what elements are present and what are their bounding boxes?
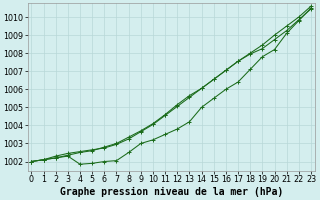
- X-axis label: Graphe pression niveau de la mer (hPa): Graphe pression niveau de la mer (hPa): [60, 186, 283, 197]
